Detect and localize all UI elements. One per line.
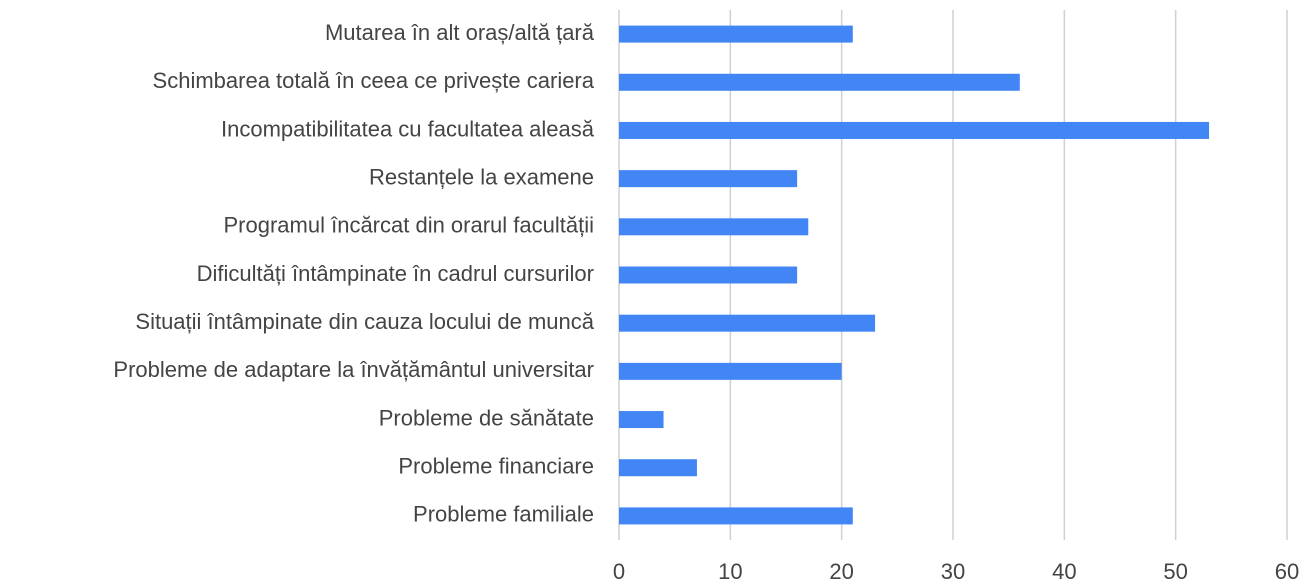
x-tick-label: 60 [1275, 559, 1299, 584]
bar [619, 170, 798, 188]
x-tick-label: 40 [1052, 559, 1076, 584]
bar [619, 411, 664, 429]
bar [619, 266, 798, 284]
y-tick-label: Schimbarea totală în ceea ce privește ca… [153, 68, 595, 93]
x-tick-label: 30 [941, 559, 965, 584]
y-tick-label: Probleme financiare [398, 454, 594, 479]
x-tick-label: 0 [613, 559, 625, 584]
bar [619, 218, 809, 236]
y-tick-label: Situații întâmpinate din cauza locului d… [135, 309, 594, 334]
bar [619, 459, 697, 477]
x-tick-label: 50 [1163, 559, 1187, 584]
y-tick-label: Dificultăți întâmpinate în cadrul cursur… [197, 261, 594, 286]
bar [619, 25, 853, 43]
y-tick-label: Incompatibilitatea cu facultatea aleasă [221, 116, 595, 141]
bar [619, 362, 842, 380]
y-tick-label: Programul încărcat din orarul facultății [224, 213, 595, 238]
x-tick-label: 20 [829, 559, 853, 584]
y-tick-label: Restanțele la examene [369, 164, 594, 189]
y-tick-label: Mutarea în alt oraș/altă țară [325, 20, 595, 45]
x-tick-label: 10 [718, 559, 742, 584]
bar [619, 73, 1020, 91]
y-tick-label: Probleme familiale [413, 502, 594, 527]
bar [619, 121, 1210, 139]
bar [619, 314, 876, 332]
y-tick-label: Probleme de sănătate [379, 405, 594, 430]
y-tick-label: Probleme de adaptare la învățământul uni… [113, 357, 594, 382]
bar [619, 507, 853, 525]
